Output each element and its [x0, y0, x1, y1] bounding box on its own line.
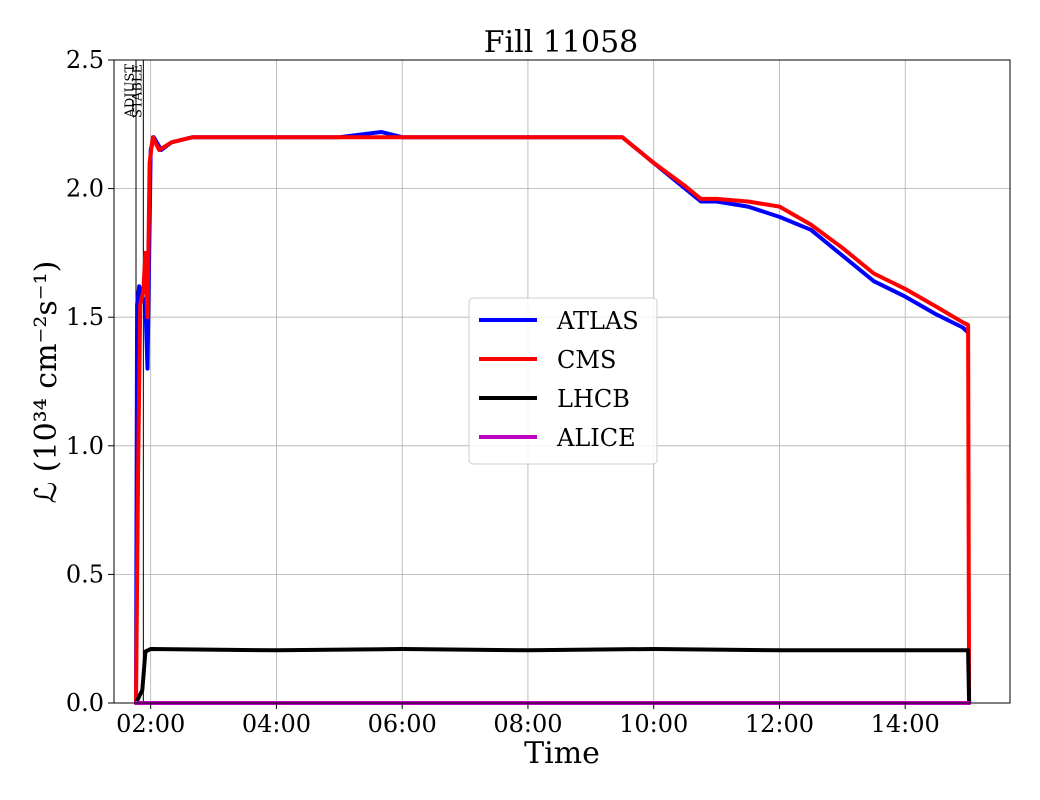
x-tick-label: 10:00 — [619, 710, 688, 738]
y-tick-label: 2.5 — [66, 46, 104, 74]
legend: ATLAS CMS LHCB ALICE — [468, 297, 658, 465]
y-tick-label: 1.5 — [66, 303, 104, 331]
x-tick-label: 08:00 — [493, 710, 562, 738]
x-axis-ticks: 02:00 04:00 06:00 08:00 10:00 12:00 14:00 — [116, 703, 940, 738]
chart-title: Fill 11058 — [484, 25, 639, 60]
legend-label-alice: ALICE — [556, 424, 636, 452]
legend-label-cms: CMS — [557, 346, 616, 374]
plot-frame — [113, 59, 1011, 704]
legend-label-atlas: ATLAS — [556, 307, 639, 335]
series-line-lhcb — [134, 647, 972, 705]
legend-label-lhcb: LHCB — [557, 385, 630, 413]
y-tick-label: 1.0 — [66, 432, 104, 460]
series-line-cms — [134, 135, 972, 705]
x-tick-label: 14:00 — [871, 710, 940, 738]
y-axis-ticks: 0.0 0.5 1.0 1.5 2.0 2.5 — [66, 46, 114, 717]
y-tick-label: 0.0 — [66, 689, 104, 717]
y-tick-label: 0.5 — [66, 560, 104, 588]
y-tick-label: 2.0 — [66, 175, 104, 203]
x-tick-label: 04:00 — [242, 710, 311, 738]
x-tick-label: 02:00 — [116, 710, 185, 738]
x-axis-label: Time — [524, 736, 600, 771]
y-axis-label: ℒ (10³⁴ cm⁻²s⁻¹) — [29, 261, 64, 504]
x-tick-label: 12:00 — [745, 710, 814, 738]
x-tick-label: 06:00 — [368, 710, 437, 738]
legend-box — [468, 297, 658, 465]
phase-marker-label: STABLE — [130, 64, 145, 118]
phase-marker-label: ADJUST — [123, 64, 138, 119]
